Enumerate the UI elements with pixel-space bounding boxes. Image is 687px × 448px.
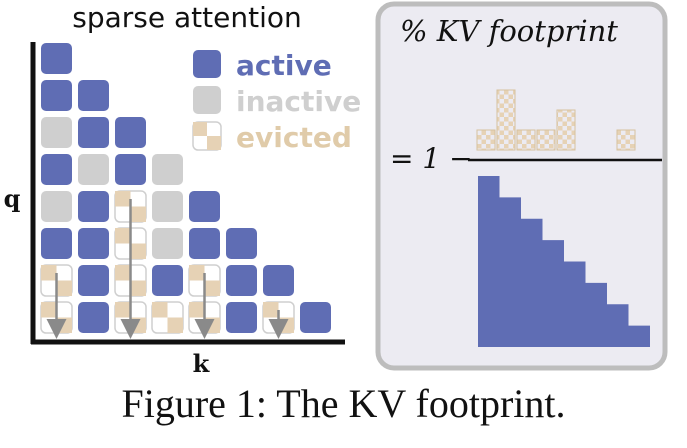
cell-r6-c0-check-a <box>41 265 57 281</box>
cell-r1-c1-active <box>78 80 109 111</box>
cell-r7-c6-check-a <box>263 302 279 318</box>
eviction-arrows <box>46 199 289 339</box>
cell-r7-c3-check-b <box>167 317 183 333</box>
cell-r7-c7-active <box>300 302 331 333</box>
cell-r4-c2-check-b <box>130 206 146 222</box>
q-axis-label: q <box>4 184 21 213</box>
cell-r7-c1-active <box>78 302 109 333</box>
sparse-attention-panel: sparse attention q k active inactive evi… <box>4 1 362 378</box>
legend-label-evicted: evicted <box>236 121 352 154</box>
equation-prefix: = 1 − <box>390 142 473 175</box>
cell-r5-c3-inactive <box>152 228 183 259</box>
legend-label-inactive: inactive <box>236 85 361 118</box>
cell-r5-c2-check-a <box>115 228 131 244</box>
cell-r7-c6-check-b <box>278 317 294 333</box>
kv-footprint-panel: % KV footprint = 1 − <box>375 1 668 371</box>
cell-r5-c1-active <box>78 228 109 259</box>
legend-swatch-evicted-check-b <box>207 136 221 150</box>
legend-item-active: active <box>193 49 332 82</box>
k-axis-label: k <box>193 349 211 378</box>
cell-r7-c0-check-a <box>41 302 57 318</box>
cell-r6-c3-active <box>152 265 183 296</box>
cell-r7-c3-check-a <box>152 302 168 318</box>
cell-r6-c6-active <box>263 265 294 296</box>
cell-r3-c0-active <box>41 154 72 185</box>
numerator-evicted-histogram <box>476 89 636 151</box>
cell-r6-c5-active <box>226 265 257 296</box>
cell-r3-c1-inactive <box>78 154 109 185</box>
denominator-triangle <box>478 176 650 347</box>
cell-r6-c4-check-b <box>204 280 220 296</box>
numerator-bar-2 <box>516 129 536 151</box>
figure-caption: Figure 1: The KV footprint. <box>121 381 566 426</box>
sparse-attention-title: sparse attention <box>72 1 301 34</box>
cell-r3-c2-active <box>115 154 146 185</box>
cell-r7-c4-check-a <box>189 302 205 318</box>
numerator-bar-3 <box>536 129 556 151</box>
legend-label-active: active <box>236 49 332 82</box>
cell-r4-c0-inactive <box>41 191 72 222</box>
cell-r0-c0-active <box>41 43 72 74</box>
legend-item-inactive: inactive <box>193 85 361 118</box>
cell-r1-c0-active <box>41 80 72 111</box>
cell-r6-c4-check-a <box>189 265 205 281</box>
attention-grid <box>40 43 331 334</box>
legend-swatch-active <box>193 50 221 78</box>
cell-r4-c2-check-a <box>115 191 131 207</box>
cell-r6-c2-check-b <box>130 280 146 296</box>
cell-r6-c0-check-b <box>56 280 72 296</box>
cell-r2-c0-inactive <box>41 117 72 148</box>
cell-r5-c5-active <box>226 228 257 259</box>
cell-r2-c1-active <box>78 117 109 148</box>
cell-r5-c4-active <box>189 228 220 259</box>
legend-swatch-inactive <box>193 86 221 114</box>
cell-r4-c4-active <box>189 191 220 222</box>
cell-r7-c4-check-b <box>204 317 220 333</box>
legend-item-evicted: evicted <box>192 121 352 154</box>
cell-r7-c5-active <box>226 302 257 333</box>
cell-r4-c3-inactive <box>152 191 183 222</box>
cell-r6-c1-active <box>78 265 109 296</box>
numerator-bar-7 <box>616 129 636 151</box>
cell-r6-c2-check-a <box>115 265 131 281</box>
cell-r7-c2-check-a <box>115 302 131 318</box>
cell-r4-c1-active <box>78 191 109 222</box>
numerator-bar-0 <box>476 129 496 151</box>
cell-r2-c2-active <box>115 117 146 148</box>
kv-footprint-box <box>375 1 668 371</box>
cell-r7-c2-check-b <box>130 317 146 333</box>
cell-r5-c2-check-b <box>130 243 146 259</box>
cell-r3-c3-inactive <box>152 154 183 185</box>
legend-swatch-evicted-check-a <box>193 122 207 136</box>
numerator-bar-4 <box>556 109 576 151</box>
kv-footprint-title: % KV footprint <box>400 14 618 48</box>
cell-r7-c0-check-b <box>56 317 72 333</box>
legend: active inactive evicted <box>192 49 361 154</box>
numerator-bar-1 <box>496 89 516 151</box>
cell-r5-c0-active <box>41 228 72 259</box>
